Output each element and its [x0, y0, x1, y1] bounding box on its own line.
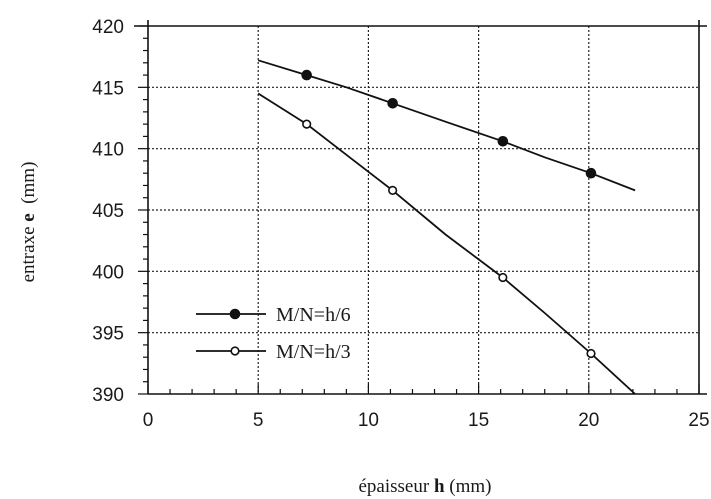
series-line	[257, 92, 636, 395]
tick-labels: 390 395 400 405 410 415 420 0 5 10 15 20 25	[92, 17, 709, 431]
x-tick-label: 25	[688, 410, 709, 431]
data-point	[586, 348, 596, 359]
data-point	[387, 97, 398, 109]
legend-marker	[230, 346, 240, 356]
y-tick-label: 405	[92, 201, 124, 222]
legend-entry-1: M/N=h/6	[196, 304, 351, 326]
axes	[134, 20, 707, 395]
series-line	[257, 59, 636, 192]
x-tick-label: 15	[468, 410, 489, 431]
series-1	[257, 59, 636, 192]
y-axis-label: entraxe e (mm)	[18, 162, 39, 283]
data-point	[302, 119, 312, 129]
data-point	[497, 136, 509, 147]
data-point	[585, 167, 597, 179]
legend-label: M/N=h/3	[276, 341, 351, 363]
data-point	[498, 272, 508, 283]
legend: M/N=h/6 M/N=h/3	[196, 304, 351, 363]
x-tick-label: 5	[253, 410, 264, 431]
x-tick-label: 20	[578, 410, 599, 431]
x-tick-label: 10	[358, 410, 379, 431]
legend-entry-2: M/N=h/3	[196, 341, 351, 363]
y-tick-label: 390	[92, 385, 124, 406]
data-point	[301, 69, 312, 81]
legend-marker	[229, 308, 241, 320]
legend-label: M/N=h/6	[276, 304, 351, 326]
y-tick-label: 395	[92, 324, 124, 345]
ticks	[138, 25, 700, 395]
y-tick-label: 400	[92, 262, 124, 283]
series	[257, 59, 636, 395]
grid	[148, 26, 699, 394]
series-2	[257, 92, 636, 395]
data-point	[388, 185, 398, 195]
x-tick-label: 0	[143, 410, 154, 431]
x-axis-label: épaisseur h (mm)	[359, 476, 492, 497]
y-tick-label: 410	[92, 140, 124, 161]
y-tick-label: 415	[92, 78, 124, 99]
y-tick-label: 420	[92, 17, 124, 38]
